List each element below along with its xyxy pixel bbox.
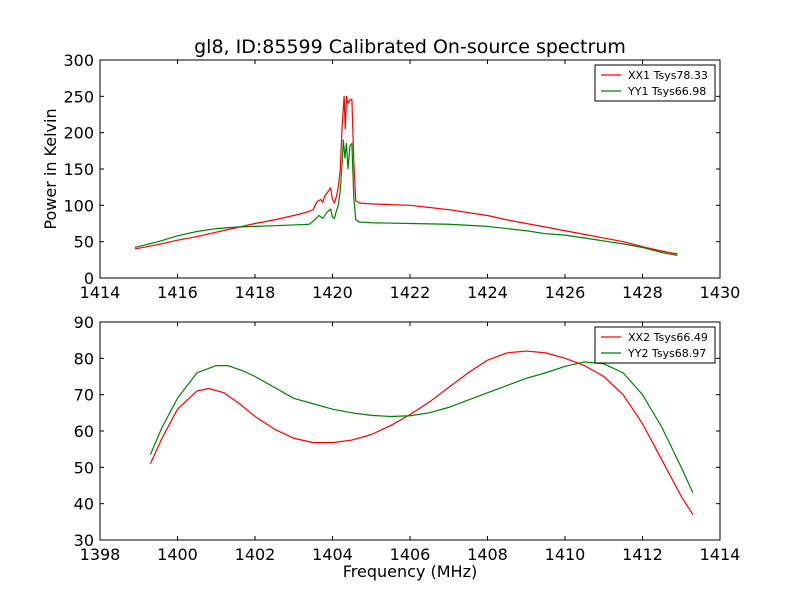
top-x-tick-label: 1416 bbox=[157, 283, 198, 302]
top-x-tick-label: 1424 bbox=[467, 283, 508, 302]
bottom-x-tick-label: 1412 bbox=[622, 545, 663, 564]
top-x-tick-label: 1428 bbox=[622, 283, 663, 302]
top-series-line-1 bbox=[134, 95, 678, 255]
bottom-y-tick-label: 50 bbox=[74, 458, 94, 477]
bottom-y-tick-label: 60 bbox=[74, 422, 94, 441]
top-y-tick-label: 0 bbox=[84, 269, 94, 288]
top-y-tick-label: 200 bbox=[63, 124, 94, 143]
bottom-spectrum-panel: 1398 1400 1402 1404 1406 1408 1410 1412 1414 30 40… bbox=[74, 313, 741, 581]
top-y-tick-label: 250 bbox=[63, 87, 94, 106]
top-legend-box bbox=[594, 64, 716, 102]
bottom-series-line-2 bbox=[149, 361, 694, 494]
top-series-line-2 bbox=[134, 139, 678, 257]
top-y-axis-label: Power in Kelvin bbox=[41, 108, 60, 229]
top-spectrum-panel: 1414 1416 1418 1420 1422 1424 1426 1428 1430 0 50 1… bbox=[41, 51, 740, 302]
top-x-tick-label: 1430 bbox=[700, 283, 741, 302]
bottom-x-tick-label: 1400 bbox=[157, 545, 198, 564]
bottom-y-tick-label: 40 bbox=[74, 495, 94, 514]
figure-title: gl8, ID:85599 Calibrated On-source spect… bbox=[194, 36, 626, 58]
bottom-legend-label-1: XX2 Tsys66.49 bbox=[628, 331, 708, 344]
top-x-tick-label: 1414 bbox=[80, 283, 121, 302]
bottom-x-tick-label: 1402 bbox=[235, 545, 276, 564]
bottom-y-tick-label: 30 bbox=[74, 531, 94, 550]
top-legend-label-2: YY1 Tsys66.98 bbox=[627, 85, 706, 98]
bottom-legend: XX2 Tsys66.49 YY2 Tsys68.97 bbox=[594, 326, 716, 364]
top-x-tick-label: 1422 bbox=[390, 283, 431, 302]
top-x-tick-label: 1426 bbox=[545, 283, 586, 302]
bottom-x-tick-label: 1414 bbox=[700, 545, 741, 564]
bottom-x-tick-label: 1398 bbox=[80, 545, 121, 564]
bottom-legend-box bbox=[594, 326, 716, 364]
bottom-x-tick-label: 1404 bbox=[312, 545, 353, 564]
bottom-y-tick-label: 90 bbox=[74, 313, 94, 332]
bottom-legend-label-2: YY2 Tsys68.97 bbox=[627, 347, 706, 360]
bottom-x-tick-label: 1408 bbox=[467, 545, 508, 564]
bottom-y-tick-label: 80 bbox=[74, 349, 94, 368]
bottom-series-line-1 bbox=[149, 350, 694, 515]
top-x-tick-label: 1420 bbox=[312, 283, 353, 302]
top-legend: XX1 Tsys78.33 YY1 Tsys66.98 bbox=[594, 64, 716, 102]
bottom-x-tick-label: 1406 bbox=[390, 545, 431, 564]
bottom-y-tick-label: 70 bbox=[74, 386, 94, 405]
top-y-tick-label: 150 bbox=[63, 160, 94, 179]
bottom-x-axis-label: Frequency (MHz) bbox=[343, 562, 477, 581]
top-y-tick-label: 50 bbox=[74, 233, 94, 252]
top-y-tick-label: 300 bbox=[63, 51, 94, 70]
top-y-tick-label: 100 bbox=[63, 196, 94, 215]
top-x-tick-label: 1418 bbox=[235, 283, 276, 302]
bottom-x-tick-label: 1410 bbox=[545, 545, 586, 564]
top-legend-label-1: XX1 Tsys78.33 bbox=[628, 69, 708, 82]
